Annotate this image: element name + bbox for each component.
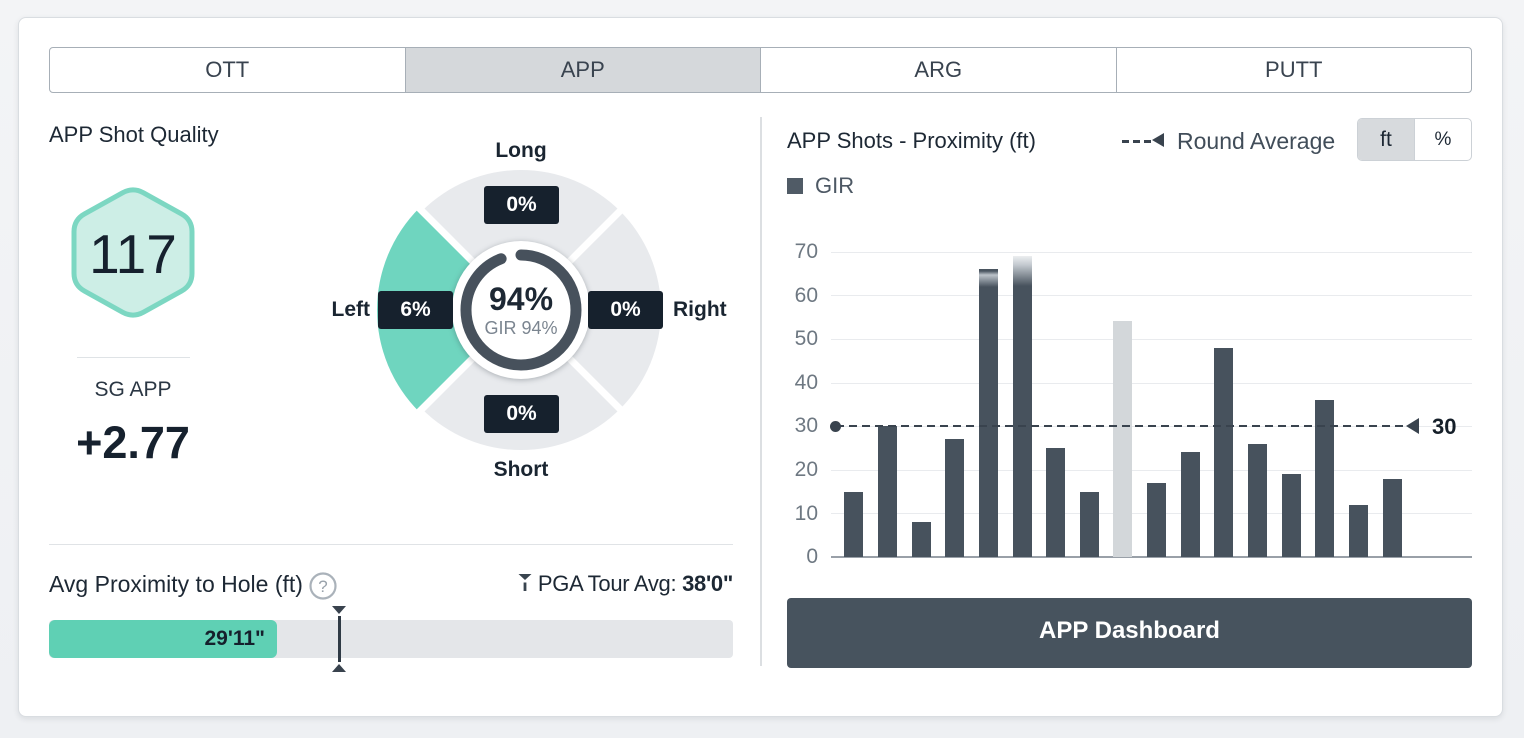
svg-text:?: ? bbox=[318, 577, 327, 596]
